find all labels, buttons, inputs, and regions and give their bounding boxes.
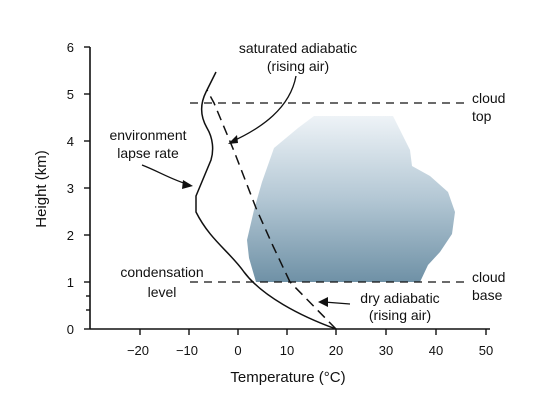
saturated-adiabatic-label: saturated adiabatic (rising air) — [239, 40, 357, 74]
x-tick-label: −20 — [127, 343, 149, 358]
condensation-level-label: condensation level — [120, 264, 203, 300]
environment-lapse-rate-curve — [195, 71, 337, 330]
cloud-top-label: cloud top — [472, 90, 505, 124]
x-tick-label: 30 — [379, 343, 393, 358]
label-line: saturated adiabatic — [239, 40, 357, 56]
label-line: cloud — [472, 269, 505, 285]
label-line: base — [472, 287, 503, 303]
label-line: (rising air) — [267, 58, 329, 74]
label-line: dry adiabatic — [360, 290, 439, 306]
label-line: top — [472, 108, 492, 124]
y-tick-labels: 0 1 2 3 4 5 6 — [67, 40, 74, 337]
cloud-base-label: cloud base — [472, 269, 505, 303]
saturated-adiabat-line — [206, 89, 291, 283]
label-line: lapse rate — [117, 145, 179, 161]
x-ticks — [139, 329, 487, 335]
dry-arrow-shaft — [323, 301, 351, 305]
y-axis-title: Height (km) — [33, 150, 50, 228]
saturated-arrow-shaft — [230, 75, 297, 143]
x-tick-label: 0 — [234, 343, 241, 358]
arrow-heads — [182, 135, 328, 307]
environment-arrow-head — [182, 180, 193, 189]
x-axis-title: Temperature (°C) — [230, 369, 345, 386]
label-line: (rising air) — [369, 307, 431, 323]
y-tick-label: 4 — [67, 134, 74, 149]
y-tick-label: 5 — [67, 87, 74, 102]
label-line: environment — [109, 127, 186, 143]
label-line: condensation — [120, 264, 203, 280]
saturated-arrow-head — [228, 135, 238, 144]
dry-adiabatic-label: dry adiabatic (rising air) — [360, 290, 439, 323]
y-tick-label: 3 — [67, 181, 74, 196]
dry-arrow-head — [318, 297, 328, 307]
y-ticks — [84, 46, 90, 330]
x-tick-label: 20 — [329, 343, 343, 358]
x-tick-label: −10 — [176, 343, 198, 358]
y-tick-label: 2 — [67, 228, 74, 243]
x-tick-label: 10 — [280, 343, 294, 358]
y-tick-label: 0 — [67, 322, 74, 337]
label-line: level — [148, 284, 177, 300]
x-tick-label: 50 — [479, 343, 493, 358]
cloud-shape — [247, 116, 455, 282]
dry-adiabat-line — [289, 281, 337, 330]
label-line: cloud — [472, 90, 505, 106]
y-tick-label: 1 — [67, 275, 74, 290]
x-tick-labels: −20 −10 0 10 20 30 40 50 — [127, 343, 493, 358]
x-tick-label: 40 — [429, 343, 443, 358]
y-tick-label: 6 — [67, 40, 74, 55]
adiabatic-lines — [206, 89, 337, 330]
environment-lapse-rate-label: environment lapse rate — [109, 127, 186, 161]
